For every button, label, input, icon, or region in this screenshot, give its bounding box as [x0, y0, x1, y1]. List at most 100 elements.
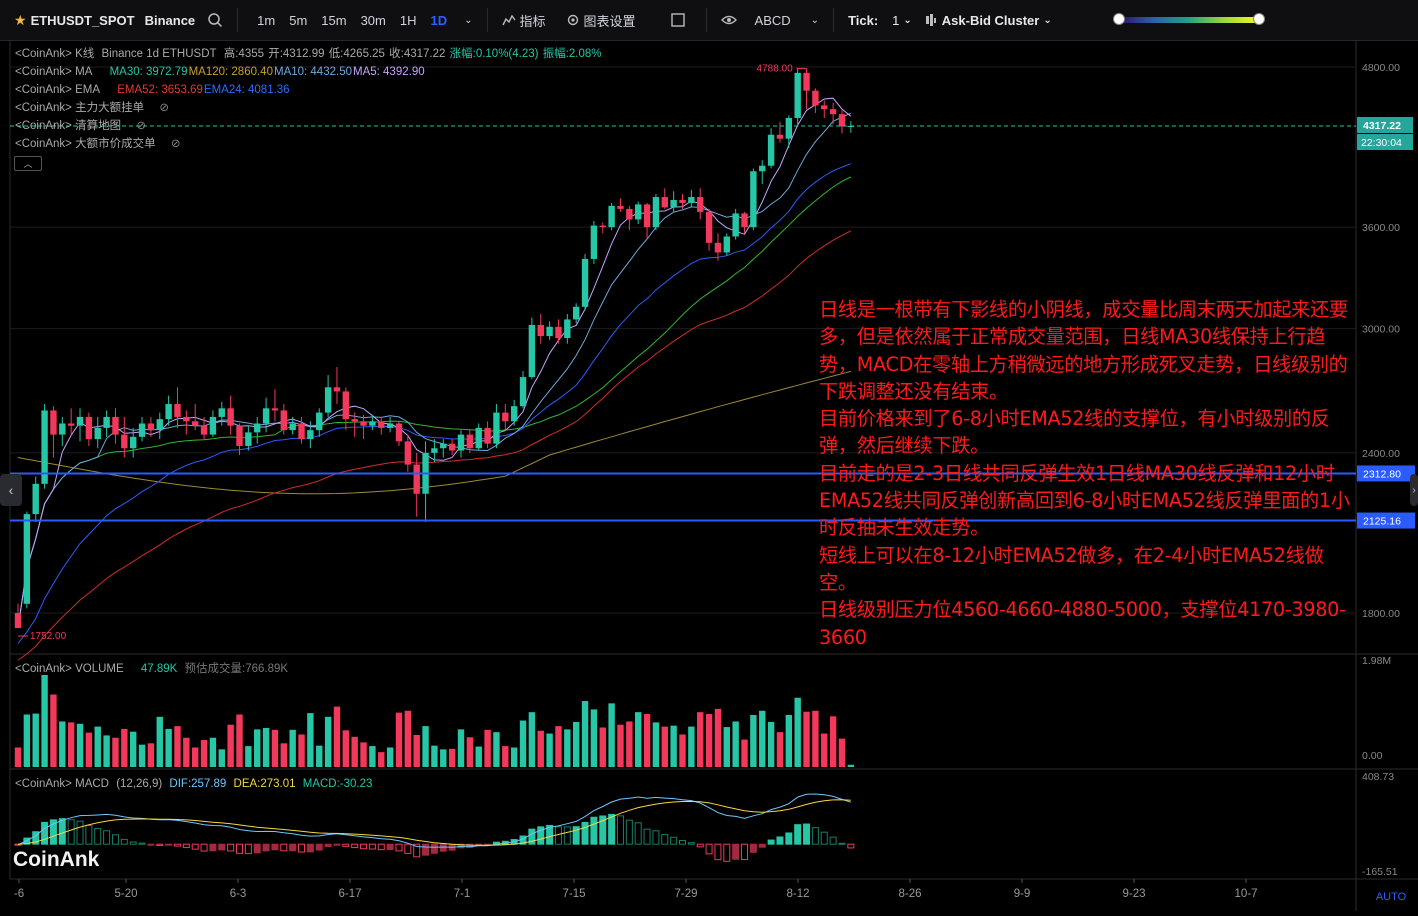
scroll-left-button[interactable]: ‹: [0, 474, 22, 506]
scroll-right-button[interactable]: ›: [1410, 474, 1418, 506]
hidden-legend-1[interactable]: <CoinAnk> 清算地图 ⊘: [15, 117, 150, 135]
legend-name: 主力大额挂单: [75, 102, 145, 114]
macd-histogram-bar: [209, 843, 217, 852]
timeframe-15m[interactable]: 15m: [321, 12, 347, 28]
volume-bar: [174, 726, 181, 767]
macd-histogram-bar: [758, 843, 766, 848]
candle: [723, 233, 730, 256]
candle: [475, 423, 482, 451]
volume-bar: [413, 734, 420, 767]
macd-histogram-bar: [58, 818, 66, 845]
symbol-selector[interactable]: ★ ETHUSDT_SPOT Binance: [0, 12, 201, 29]
candle: [457, 430, 465, 458]
candle-body: [705, 211, 713, 243]
candle-body: [307, 430, 314, 440]
macd-histogram-bar: [85, 824, 93, 845]
star-icon[interactable]: ★: [14, 11, 27, 28]
volume-bar: [245, 746, 252, 767]
candle: [635, 201, 642, 225]
candle-body: [324, 387, 332, 413]
macd-histogram-bar: [687, 842, 695, 845]
candle: [342, 387, 350, 431]
x-tick-label: 7-1: [454, 888, 471, 900]
macd-histogram-bar: [422, 843, 430, 856]
macd-histogram-bar: [546, 824, 554, 845]
legend-value: MA120: 2860.40: [188, 66, 273, 78]
macd-histogram-bar: [661, 834, 669, 845]
indicators-button[interactable]: 指标: [496, 11, 552, 30]
volume-bar: [599, 727, 606, 767]
candle: [32, 476, 39, 522]
x-tick-label: 6-3: [230, 888, 247, 900]
macd-dif: DIF:257.89: [169, 778, 227, 790]
volume-bar: [200, 740, 208, 767]
candle: [626, 205, 633, 231]
timeframe-1m[interactable]: 1m: [257, 12, 276, 28]
volume-bar: [129, 731, 137, 767]
visibility-button[interactable]: [715, 13, 743, 27]
candle: [502, 404, 509, 431]
candle: [112, 408, 119, 444]
candlestick-chart[interactable]: 4800.00 3600.00 3000.00 2400.00 1800.00 2312.…: [0, 41, 1418, 911]
candle: [218, 401, 225, 426]
timeframe-30m[interactable]: 30m: [360, 12, 386, 28]
coinank-watermark: CoinAnk: [13, 848, 100, 871]
eye-off-icon[interactable]: ⊘: [170, 138, 181, 150]
slider-handle-high[interactable]: [1252, 13, 1265, 25]
volume-bar: [112, 737, 119, 767]
candle-body: [404, 441, 412, 465]
heatmap-color-slider[interactable]: [1112, 13, 1265, 25]
search-button[interactable]: [201, 12, 229, 28]
volume-tick-label: 0.00: [1362, 750, 1383, 762]
chart-settings-button[interactable]: 图表设置: [560, 11, 642, 30]
volume-bar: [510, 747, 518, 767]
chevron-left-icon: ‹: [8, 482, 14, 498]
candle-body: [147, 423, 155, 431]
layout-toggle-button[interactable]: [664, 12, 692, 28]
candle: [759, 160, 766, 185]
macd-histogram-bar: [262, 843, 270, 852]
macd-dea-line: [17, 799, 851, 846]
macd-histogram-bar: [360, 843, 368, 850]
candle-body: [599, 225, 606, 228]
macd-histogram-bar: [625, 819, 633, 845]
candle-body: [431, 448, 438, 453]
candle-body: [661, 197, 668, 208]
symbol-name: ETHUSDT_SPOT: [30, 12, 135, 28]
chart-area[interactable]: 4800.00 3600.00 3000.00 2400.00 1800.00 2312.…: [0, 41, 1418, 911]
macd-tick-label: -165.51: [1362, 866, 1398, 878]
macd-histogram-bar: [368, 843, 376, 850]
volume-bar: [732, 721, 739, 767]
candle: [493, 404, 500, 449]
volume-bar: [342, 730, 350, 767]
collapse-legend-button[interactable]: ︿: [14, 156, 42, 171]
slider-handle-low[interactable]: [1112, 13, 1125, 25]
candle: [67, 408, 75, 435]
cluster-selector[interactable]: Ask-Bid Cluster ⌄: [918, 13, 1058, 28]
pattern-selector[interactable]: ABCD ⌄: [749, 13, 826, 28]
macd-histogram-bar: [749, 843, 757, 853]
candle-body: [732, 213, 739, 237]
annotation-paragraph: 日线级别压力位4560-4660-4880-5000，支撑位4170-3980-…: [819, 598, 1346, 649]
eye-off-icon[interactable]: ⊘: [159, 102, 169, 114]
hidden-legend-0[interactable]: <CoinAnk> 主力大额挂单 ⊘: [15, 99, 173, 117]
timeframe-1H[interactable]: 1H: [399, 12, 417, 28]
candle-body: [812, 90, 819, 106]
tick-selector[interactable]: Tick: 1 ⌄: [842, 13, 918, 28]
indicator-icon: [501, 14, 516, 26]
macd-histogram-bar: [156, 843, 164, 846]
eye-off-icon[interactable]: ⊘: [136, 120, 146, 132]
hidden-legend-2[interactable]: <CoinAnk> 大额市价成交单 ⊘: [15, 135, 184, 153]
timeframe-5m[interactable]: 5m: [289, 12, 308, 28]
candle-body: [280, 410, 287, 431]
candle: [289, 416, 296, 435]
auto-scale-button[interactable]: AUTO: [1375, 891, 1407, 903]
volume-bar: [76, 723, 84, 767]
macd-histogram-bar: [289, 843, 297, 852]
timeframe-dropdown[interactable]: ⌄: [458, 15, 478, 26]
timeframe-1D[interactable]: 1D: [430, 12, 448, 28]
candle: [519, 371, 527, 409]
volume-bar: [32, 713, 39, 767]
candle-body: [378, 421, 385, 428]
candle: [750, 168, 757, 231]
